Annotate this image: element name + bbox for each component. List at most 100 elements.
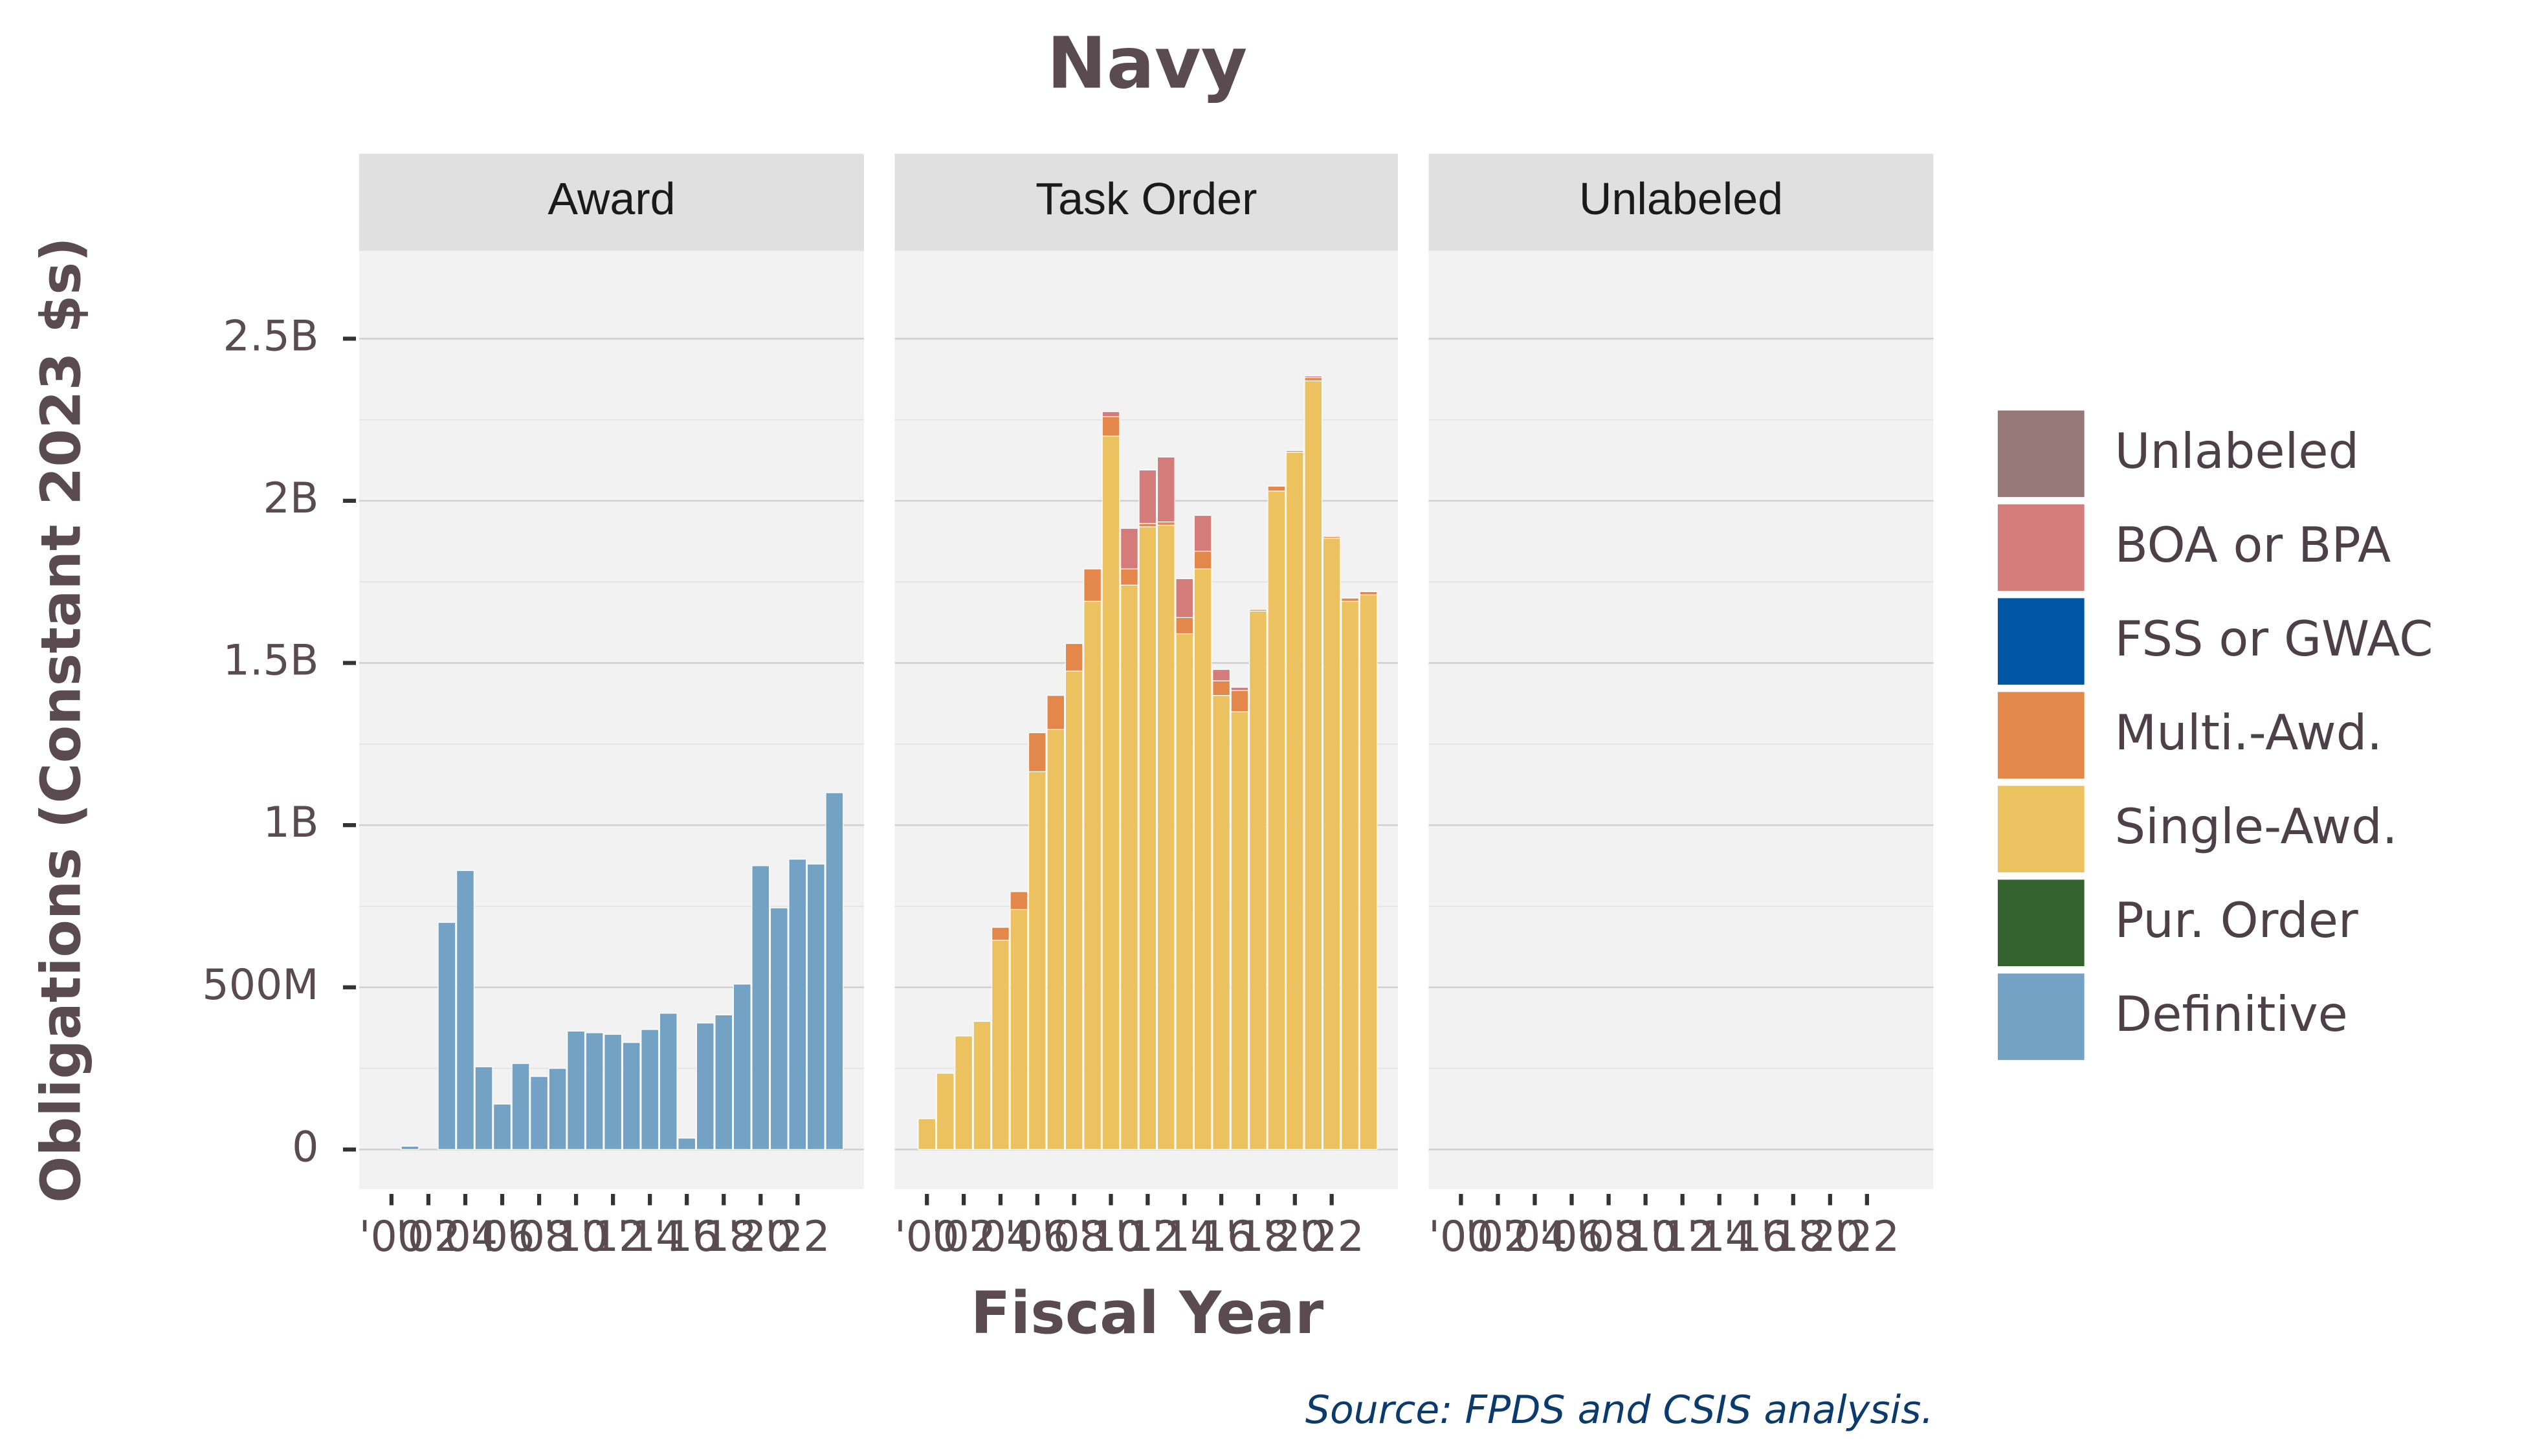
bar-segment	[1120, 584, 1138, 1150]
bar-segment	[456, 870, 475, 1150]
bar-segment	[1101, 415, 1120, 437]
bar-segment	[1267, 491, 1286, 1150]
bar-segment	[1065, 643, 1083, 672]
y-axis-label: Obligations (Constant 2023 $s)	[29, 237, 93, 1203]
x-tick-label: '18	[1226, 1213, 1291, 1261]
bar-segment	[1028, 732, 1046, 773]
legend-key	[1995, 783, 2087, 875]
bar-segment	[1248, 610, 1267, 1150]
bar-segment	[806, 863, 825, 1150]
bar-segment	[1138, 523, 1157, 527]
x-tick-label: '16	[654, 1213, 720, 1261]
chart-title: Navy	[1047, 21, 1248, 104]
x-tick-label: '00	[1428, 1213, 1494, 1261]
bar-segment	[1010, 891, 1028, 910]
bar-segment	[1304, 375, 1323, 379]
bar-segment	[1341, 597, 1360, 602]
bar-segment	[511, 1063, 530, 1150]
bar-segment	[493, 1103, 512, 1150]
bar-segment	[696, 1022, 714, 1150]
bar-segment	[1120, 527, 1138, 569]
bar-segment	[678, 1138, 696, 1150]
bar-segment	[567, 1030, 586, 1150]
y-tick-label: 2.5B	[223, 312, 319, 360]
bar-segment	[1175, 578, 1194, 618]
legend-label: Unlabeled	[2115, 423, 2360, 480]
x-tick-label: '12	[581, 1213, 646, 1261]
x-tick-label: '06	[1005, 1213, 1070, 1261]
bar-segment	[1230, 687, 1249, 691]
x-tick-label: '20	[728, 1213, 793, 1261]
x-tick-label: '10	[1078, 1213, 1144, 1261]
bar-segment	[1065, 670, 1083, 1150]
bar-segment	[1046, 695, 1065, 730]
x-tick-label: '22	[1299, 1213, 1364, 1261]
x-tick-label: '14	[1687, 1213, 1752, 1261]
bar-segment	[1285, 450, 1304, 453]
x-tick-label: '00	[894, 1213, 960, 1261]
bar-segment	[733, 984, 751, 1150]
x-tick-label: '20	[1797, 1213, 1863, 1261]
bar-segment	[1230, 690, 1249, 712]
x-tick-label: '00	[359, 1213, 425, 1261]
bar-segment	[1212, 680, 1231, 696]
bar-segment	[714, 1014, 733, 1150]
y-tick-label: 1.5B	[223, 637, 319, 685]
legend-label: Multi.-Awd.	[2115, 704, 2383, 761]
x-tick-label: '16	[1189, 1213, 1254, 1261]
legend-label: FSS or GWAC	[2115, 610, 2433, 667]
bar-segment	[1322, 536, 1341, 539]
bar-segment	[1322, 537, 1341, 1150]
legend-key	[1995, 502, 2087, 593]
bar-segment	[936, 1072, 955, 1150]
x-tick-label: '08	[507, 1213, 572, 1261]
facet-title: Unlabeled	[1579, 173, 1783, 224]
bar-segment	[1101, 411, 1120, 417]
bar-segment	[1267, 485, 1286, 492]
bar-segment	[1193, 550, 1212, 569]
bar-segment	[1157, 521, 1175, 526]
x-tick-label: '02	[931, 1213, 997, 1261]
x-tick-label: '04	[1502, 1213, 1567, 1261]
x-tick-label: '14	[1152, 1213, 1217, 1261]
facet-strip	[359, 153, 864, 251]
legend-key	[1995, 971, 2087, 1063]
x-tick-label: '12	[1650, 1213, 1715, 1261]
bar-segment	[604, 1033, 623, 1150]
bar-segment	[1285, 452, 1304, 1150]
bar-segment	[918, 1118, 936, 1150]
x-tick-label: '16	[1723, 1213, 1789, 1261]
legend-label: BOA or BPA	[2115, 516, 2391, 573]
bar-segment	[973, 1020, 991, 1150]
x-tick-label: '18	[691, 1213, 757, 1261]
source-note: Source: FPDS and CSIS analysis.	[1305, 1387, 1934, 1433]
bar-segment	[548, 1068, 567, 1150]
bar-segment	[1304, 377, 1323, 382]
y-tick-label: 2B	[263, 474, 319, 523]
facet-title: Task Order	[1035, 173, 1257, 224]
x-tick-label: '10	[544, 1213, 609, 1261]
x-tick-label: '22	[1835, 1213, 1900, 1261]
x-tick-label: '06	[1539, 1213, 1604, 1261]
legend-key	[1995, 877, 2087, 969]
bar-segment	[1230, 711, 1249, 1150]
bar-segment	[1157, 524, 1175, 1150]
x-tick-label: '04	[968, 1213, 1034, 1261]
x-axis-label: Fiscal Year	[971, 1279, 1324, 1347]
bar-segment	[401, 1145, 419, 1150]
x-tick-label: '18	[1760, 1213, 1826, 1261]
bar-segment	[751, 865, 770, 1150]
bar-segment	[955, 1035, 973, 1150]
x-tick-label: '10	[1613, 1213, 1678, 1261]
bar-segment	[1193, 514, 1212, 552]
bar-segment	[1120, 568, 1138, 586]
bar-segment	[1212, 695, 1231, 1150]
x-tick-label: '06	[470, 1213, 535, 1261]
legend-label: Single-Awd.	[2115, 798, 2398, 855]
bar-segment	[1138, 469, 1157, 524]
bar-segment	[1175, 633, 1194, 1150]
bar-segment	[1304, 380, 1323, 1150]
bar-segment	[1175, 617, 1194, 635]
y-tick-label: 0	[292, 1123, 318, 1171]
